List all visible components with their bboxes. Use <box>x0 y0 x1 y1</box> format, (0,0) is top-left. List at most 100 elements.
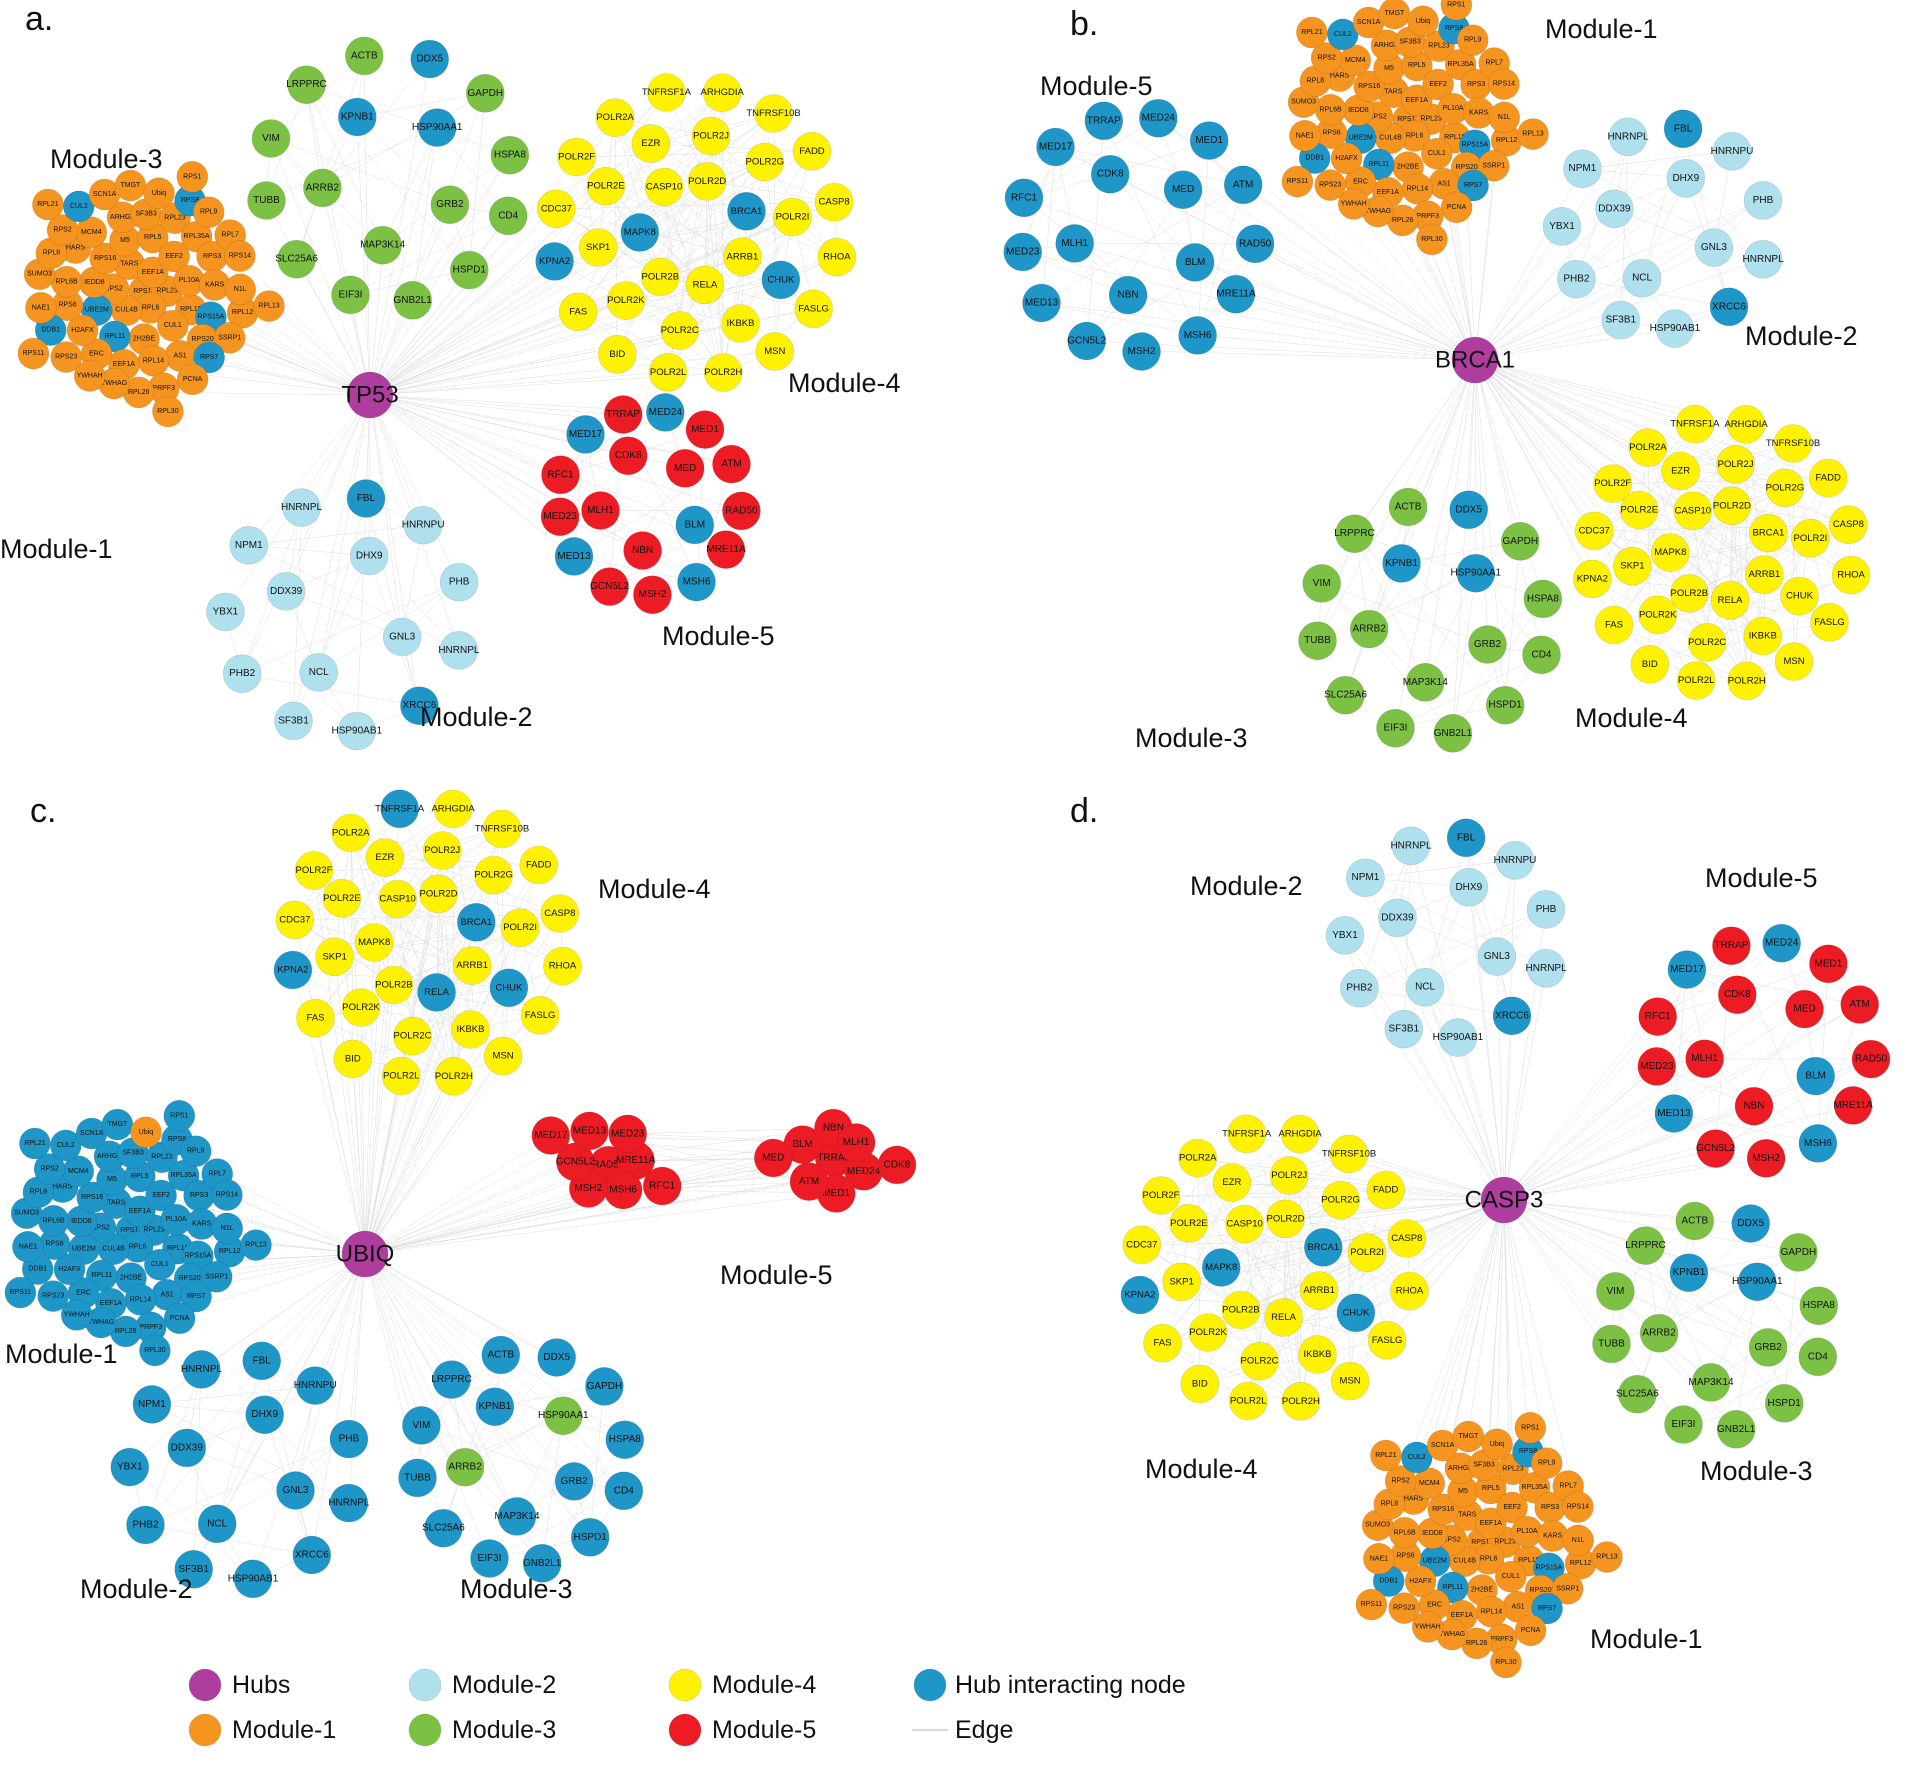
svg-text:DDX39: DDX39 <box>1381 912 1414 923</box>
svg-text:CUL1: CUL1 <box>1428 150 1446 157</box>
svg-text:CDK8: CDK8 <box>1097 169 1124 180</box>
svg-text:M5: M5 <box>1458 1488 1468 1495</box>
svg-text:FBL: FBL <box>357 493 376 504</box>
svg-text:ARRB1: ARRB1 <box>456 960 488 971</box>
svg-text:MED23: MED23 <box>1006 246 1040 257</box>
svg-text:RPL7: RPL7 <box>208 1171 226 1178</box>
svg-text:BRCA1: BRCA1 <box>731 206 763 217</box>
svg-text:PL10A: PL10A <box>166 1216 187 1223</box>
svg-text:RPS7: RPS7 <box>1538 1605 1556 1612</box>
svg-text:PRPF3: PRPF3 <box>139 1324 162 1331</box>
svg-text:RPS23: RPS23 <box>42 1293 64 1300</box>
svg-text:EEF1A: EEF1A <box>129 1208 152 1215</box>
svg-text:POLR2F: POLR2F <box>1594 478 1631 489</box>
svg-text:CUL1: CUL1 <box>1502 1573 1520 1580</box>
svg-text:KPNB1: KPNB1 <box>479 1401 512 1412</box>
svg-text:SKP1: SKP1 <box>586 242 610 253</box>
svg-text:SSRP1: SSRP1 <box>205 1273 228 1280</box>
svg-text:Hub interacting node: Hub interacting node <box>955 1671 1186 1699</box>
svg-text:DDB1: DDB1 <box>28 1266 47 1273</box>
svg-text:RAD50: RAD50 <box>1239 238 1272 249</box>
svg-text:N1L: N1L <box>1498 114 1511 121</box>
svg-text:SF3B1: SF3B1 <box>1389 1024 1420 1035</box>
svg-text:PL10A: PL10A <box>1517 1528 1538 1535</box>
svg-text:SKP1: SKP1 <box>1620 561 1644 572</box>
svg-text:CASP8: CASP8 <box>1833 519 1864 530</box>
svg-text:POLR2J: POLR2J <box>693 131 729 142</box>
svg-text:Module-1: Module-1 <box>1545 14 1658 44</box>
svg-text:UBE2M: UBE2M <box>85 307 109 314</box>
svg-text:EIF3I: EIF3I <box>1672 1419 1696 1430</box>
svg-text:CD4: CD4 <box>1808 1351 1828 1362</box>
svg-text:ATM: ATM <box>1850 999 1870 1010</box>
svg-text:TNFRSF10B: TNFRSF10B <box>1766 438 1820 449</box>
svg-text:MSH2: MSH2 <box>1752 1153 1780 1164</box>
svg-text:RPL8: RPL8 <box>43 250 61 257</box>
svg-text:MSN: MSN <box>493 1051 514 1062</box>
svg-text:IKBKB: IKBKB <box>727 318 755 329</box>
svg-text:PHB2: PHB2 <box>229 668 256 679</box>
svg-text:RPL35A: RPL35A <box>184 233 210 240</box>
svg-text:PHB: PHB <box>339 1434 360 1445</box>
svg-text:RPL23: RPL23 <box>164 215 186 222</box>
svg-text:MSH6: MSH6 <box>683 577 711 588</box>
svg-text:RAD50: RAD50 <box>1855 1054 1888 1065</box>
svg-text:RPS15A: RPS15A <box>197 314 224 321</box>
svg-text:SUMO3: SUMO3 <box>1291 99 1316 106</box>
svg-text:POLR2K: POLR2K <box>342 1002 380 1013</box>
svg-text:DDX5: DDX5 <box>416 54 443 65</box>
svg-text:RPS2: RPS2 <box>53 227 71 234</box>
svg-text:EEF2: EEF2 <box>1429 81 1447 88</box>
svg-text:TMGT: TMGT <box>107 1121 128 1128</box>
svg-text:POLR2A: POLR2A <box>596 112 634 123</box>
svg-text:MED23: MED23 <box>1640 1061 1674 1072</box>
svg-text:CUL4B: CUL4B <box>102 1246 125 1253</box>
svg-text:ATM: ATM <box>721 459 741 470</box>
svg-text:EIF3I: EIF3I <box>1384 723 1408 734</box>
svg-text:MSH6: MSH6 <box>609 1185 637 1196</box>
svg-text:RPS3: RPS3 <box>190 1192 208 1199</box>
svg-text:PCNA: PCNA <box>183 376 203 383</box>
svg-text:POLR2A: POLR2A <box>1629 442 1667 453</box>
svg-text:POLR2D: POLR2D <box>1713 500 1751 511</box>
svg-text:POLR2G: POLR2G <box>1321 1195 1360 1206</box>
svg-text:NBN: NBN <box>632 545 653 556</box>
svg-text:SCN1A: SCN1A <box>93 191 117 198</box>
svg-text:POLR2C: POLR2C <box>1688 637 1726 648</box>
svg-text:BRCA1: BRCA1 <box>1307 1242 1339 1253</box>
svg-text:SF3B1: SF3B1 <box>1606 315 1637 326</box>
svg-text:RPS14: RPS14 <box>216 1192 238 1199</box>
svg-text:TNFRSF1A: TNFRSF1A <box>375 803 425 814</box>
svg-text:RPL7: RPL7 <box>1559 1483 1577 1490</box>
svg-text:TNFRSF1A: TNFRSF1A <box>642 87 692 98</box>
svg-text:RFC1: RFC1 <box>547 469 574 480</box>
svg-text:CUL2: CUL2 <box>1334 31 1352 38</box>
svg-text:HSPA8: HSPA8 <box>494 150 526 161</box>
svg-text:MCM4: MCM4 <box>1345 57 1366 64</box>
svg-text:NAE1: NAE1 <box>32 304 50 311</box>
svg-text:KARS: KARS <box>1469 110 1488 117</box>
svg-text:CUL2: CUL2 <box>1408 1454 1426 1461</box>
svg-text:Module-1: Module-1 <box>232 1716 336 1744</box>
svg-text:BID: BID <box>1642 659 1658 670</box>
svg-text:2H2BE: 2H2BE <box>1471 1587 1494 1594</box>
svg-text:SLC25A6: SLC25A6 <box>1324 690 1367 701</box>
svg-text:FBL: FBL <box>253 1355 272 1366</box>
svg-text:GAPDH: GAPDH <box>468 88 504 99</box>
svg-text:MED13: MED13 <box>557 551 591 562</box>
svg-text:NPM1: NPM1 <box>235 540 263 551</box>
svg-text:ARHGDIA: ARHGDIA <box>701 87 745 98</box>
svg-text:RPS14: RPS14 <box>1567 1504 1589 1511</box>
svg-text:ERC: ERC <box>1427 1602 1442 1609</box>
svg-text:RPL12: RPL12 <box>1496 137 1518 144</box>
svg-text:DHX9: DHX9 <box>1672 173 1699 184</box>
svg-text:ATM: ATM <box>799 1176 819 1187</box>
svg-text:HARS: HARS <box>66 245 86 252</box>
svg-text:HSPD1: HSPD1 <box>453 265 487 276</box>
svg-text:SCN1A: SCN1A <box>80 1130 104 1137</box>
svg-text:FASLG: FASLG <box>798 303 829 314</box>
svg-text:FAS: FAS <box>307 1013 325 1024</box>
svg-text:KPNA2: KPNA2 <box>277 965 308 976</box>
svg-text:YWHAG: YWHAG <box>1365 208 1391 215</box>
svg-text:HNRNPL: HNRNPL <box>1390 840 1432 851</box>
